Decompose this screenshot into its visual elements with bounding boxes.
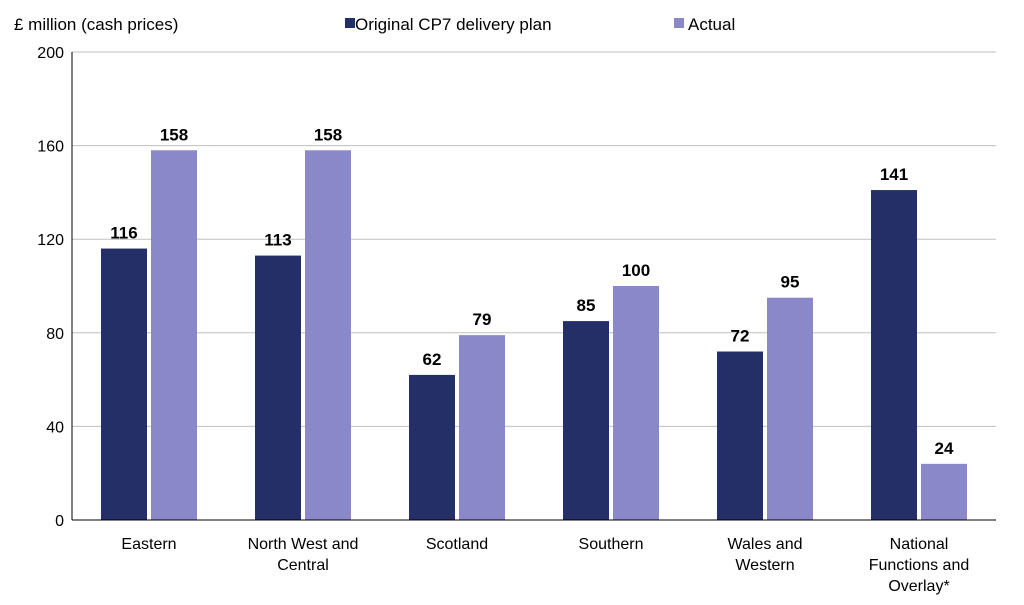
x-axis-categories: Eastern North West and Central Scotland Sout… [121,536,969,595]
bar-actual [921,463,967,520]
y-axis-ticks: 0 40 80 120 160 200 [37,45,64,530]
data-label: 100 [622,261,650,280]
data-label: 72 [731,327,750,346]
y-tick-label: 0 [55,513,64,530]
y-tick-label: 40 [46,419,64,436]
data-label: 24 [935,439,954,458]
bar-actual [459,335,505,520]
y-tick-label: 80 [46,326,64,343]
bar-actual [613,286,659,520]
x-category-label: Scotland [426,536,488,553]
data-labels: 116 113 62 85 72 141 158 158 79 100 95 24 [110,125,954,458]
data-label: 113 [264,231,291,250]
data-label: 141 [880,165,908,184]
data-label: 62 [423,350,442,369]
legend-swatch-original-plan [345,18,355,28]
y-tick-label: 160 [37,139,64,156]
bar-actual [767,297,813,520]
gridlines [72,51,996,427]
data-label: 116 [110,224,137,243]
legend-label-original-plan: Original CP7 delivery plan [355,15,552,34]
data-label: 158 [314,125,342,144]
bar-actual [305,150,351,520]
x-category-label-line: Central [277,557,329,574]
x-category-label-line: National [890,536,949,553]
y-tick-label: 120 [37,232,64,249]
x-category-label-line: Functions and [869,557,970,574]
bar-original-plan [563,321,609,520]
x-category-label-line: North West and [248,536,359,553]
x-category-label: Eastern [121,536,176,553]
legend: Original CP7 delivery plan Actual [345,15,735,34]
y-tick-label: 200 [37,45,64,62]
x-category-label-line: Southern [579,536,644,553]
bar-original-plan [101,248,147,520]
axes [71,52,996,521]
bar-actual [151,150,197,520]
y-axis-unit-label: £ million (cash prices) [14,15,178,34]
bars [101,150,967,520]
legend-swatch-actual [674,18,684,28]
bar-original-plan [409,374,455,520]
data-label: 158 [160,125,188,144]
bar-original-plan [255,255,301,520]
x-category-label: Wales and Western [728,536,803,574]
data-label: 85 [577,296,596,315]
bar-original-plan [717,351,763,520]
x-category-label: Southern [579,536,644,553]
data-label: 95 [781,273,800,292]
x-category-label-line: Scotland [426,536,488,553]
x-category-label-line: Western [735,557,794,574]
legend-label-actual: Actual [688,15,735,34]
x-category-label: National Functions and Overlay* [869,536,970,595]
x-category-label-line: Wales and [728,536,803,553]
x-category-label: North West and Central [248,536,359,574]
x-category-label-line: Eastern [121,536,176,553]
data-label: 79 [473,310,492,329]
bar-original-plan [871,190,917,520]
x-category-label-line: Overlay* [888,578,949,595]
